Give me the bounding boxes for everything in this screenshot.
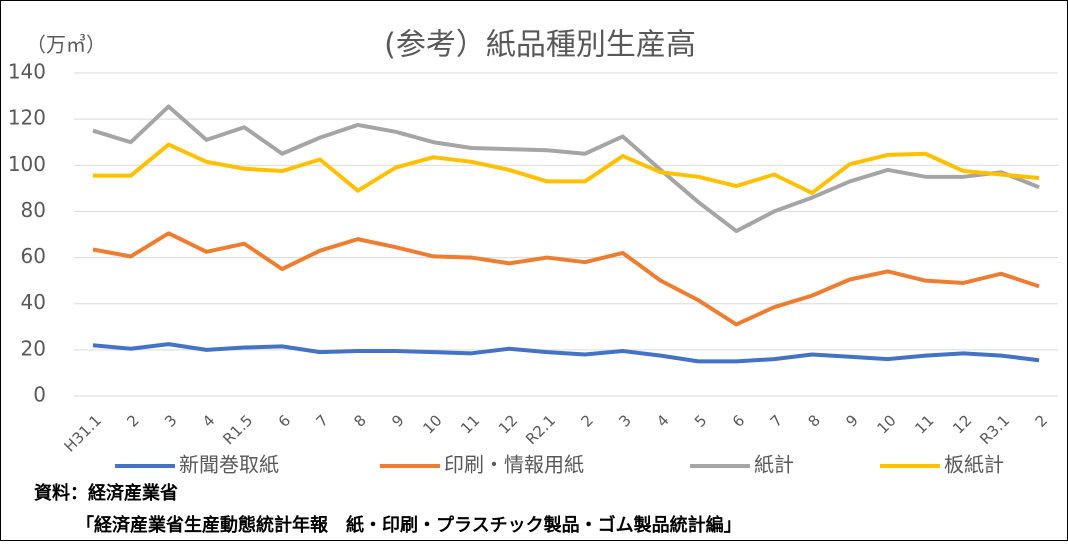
legend-label: 板紙計 [944,453,1004,477]
series-line [92,231,1040,327]
series-line [92,142,1040,195]
y-tick-label: 140 [8,60,46,84]
y-tick-label: 20 [21,336,46,360]
y-tick-label: 100 [8,152,46,176]
legend-label: 新聞巻取紙 [179,453,279,477]
y-axis-unit: （万㎥） [26,33,106,57]
y-tick-label: 40 [21,290,46,314]
y-tick-label: 0 [33,383,46,407]
y-tick-label: 60 [21,244,46,268]
series-line [92,104,1040,234]
source-line: 資料：経済産業省 [34,482,178,504]
source-line: 「経済産業省生産動態統計年報 紙・印刷・プラスチック製品・ゴム製品統計編」 [76,514,742,536]
chart-title: (参考）紙品種別生産高 [384,28,696,63]
y-tick-label: 120 [8,106,46,130]
series-line [92,342,1040,364]
legend-label: 紙計 [754,453,794,477]
legend-label: 印刷・情報用紙 [444,453,584,477]
y-tick-label: 80 [21,198,46,222]
